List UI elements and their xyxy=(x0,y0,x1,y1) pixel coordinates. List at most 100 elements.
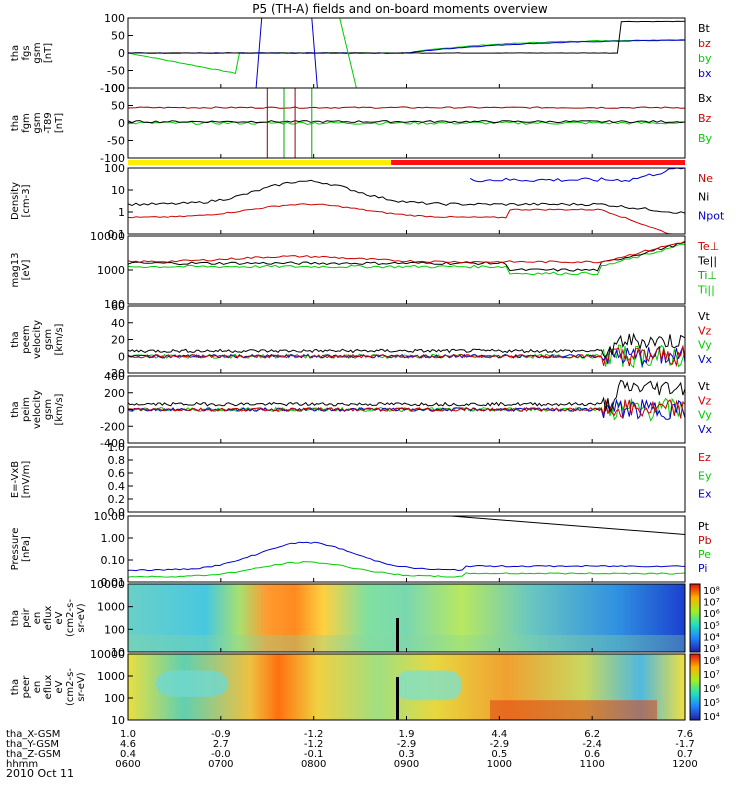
orbit-value: -0.0 xyxy=(211,749,231,760)
legend-ti-label: Ti⊥ xyxy=(697,269,717,282)
y-axis-label: gsm xyxy=(32,42,43,63)
legend-vy-label: Vy xyxy=(698,339,712,352)
orbit-value: 6.2 xyxy=(584,729,600,740)
y-tick-label: 10 xyxy=(111,714,125,727)
colorbar-label: 10³ xyxy=(703,644,720,655)
y-tick-label: 10000 xyxy=(90,230,125,243)
date-label: 2010 Oct 11 xyxy=(6,767,74,780)
orbit-value: 0.4 xyxy=(120,749,136,760)
y-axis-label: gsm xyxy=(43,329,54,350)
legend-bt-label: Bt xyxy=(698,22,711,35)
panel-fgm: 100 50 0 -50 -100 tha fgm gsm -T89 [nT] Bx Bz By xyxy=(10,82,713,165)
y-tick-label: 100 xyxy=(104,692,125,705)
orbit-value: -0.1 xyxy=(304,749,324,760)
y-axis-label: [km/s] xyxy=(54,393,65,425)
y-tick-label: 60 xyxy=(111,300,125,313)
figure-title: P5 (TH-A) fields and on-board moments ov… xyxy=(252,2,548,16)
legend-te-label: Te|| xyxy=(697,255,717,268)
y-tick-label: -100 xyxy=(100,82,125,95)
y-tick-label: 0.01 xyxy=(101,576,126,589)
y-tick-label: 20 xyxy=(111,334,125,347)
y-tick-label: -20 xyxy=(107,367,125,380)
orbit-row-label: tha_Z-GSM xyxy=(6,749,61,760)
y-tick-label: 10 xyxy=(111,646,125,659)
panel-peim: 400 200 0 -200 -400 tha peim velocity gsm [km/s] V… xyxy=(10,370,713,450)
panel-peir: 10000 1000 100 10 tha peir en eflux eV (cm2-s-sr-… xyxy=(10,578,720,659)
by-trace xyxy=(128,38,685,75)
state-bar-yellow xyxy=(128,160,391,165)
orbit-value: 0800 xyxy=(301,759,326,770)
orbit-value: -0.9 xyxy=(211,729,231,740)
orbit-value: -2.4 xyxy=(582,739,602,750)
panel-peer-plot xyxy=(128,654,685,720)
orbit-value: 2.7 xyxy=(213,739,229,750)
orbit-value: -1.7 xyxy=(675,739,695,750)
y-axis-label: fgs xyxy=(21,45,32,60)
colorbar xyxy=(689,583,701,653)
y-axis-label: gsm xyxy=(32,112,43,133)
orbit-row-label: tha_Y-GSM xyxy=(6,739,59,750)
y-axis-label: eflux xyxy=(43,675,54,700)
y-tick-label: 100 xyxy=(104,82,125,95)
bx-spike xyxy=(255,18,318,88)
y-tick-label: 0.0 xyxy=(108,506,126,519)
legend-npot-label: Npot xyxy=(698,209,725,222)
orbit-value: 4.4 xyxy=(491,729,507,740)
y-tick-label: 40 xyxy=(111,317,125,330)
y-axis-label: tha xyxy=(10,115,21,131)
y-axis-label: [nT] xyxy=(43,43,54,63)
legend-ez-label: Ez xyxy=(698,451,711,464)
orbit-value: 0600 xyxy=(115,759,140,770)
legend-bz-label: Bz xyxy=(698,112,712,125)
panel-peim-plot xyxy=(128,379,685,422)
y-axis-label: velocity xyxy=(32,390,43,429)
y-axis-label: mag13 xyxy=(10,253,21,288)
legend-by-label: By xyxy=(698,132,713,145)
ne-trace xyxy=(128,203,685,234)
te-par-trace xyxy=(128,241,685,272)
ion-spectrogram xyxy=(128,584,685,652)
y-axis-label: eflux xyxy=(43,606,54,631)
y-axis-label: [eV] xyxy=(21,260,32,281)
panel-density: 100 10 1 0.1 Density [cm-3] Ne Ni Npot xyxy=(10,162,725,241)
bz-trace xyxy=(128,106,685,109)
y-tick-label: 1 xyxy=(118,206,125,219)
panel-fgs: 100 50 0 -50 -100 tha fgs gsm [nT] Bt bz by bx xyxy=(10,12,712,95)
y-axis-label: peem xyxy=(21,325,32,353)
colorbar-label: 10⁵ xyxy=(703,621,720,632)
y-tick-label: 0.2 xyxy=(108,493,126,506)
y-axis-label: peir xyxy=(21,607,32,627)
colorbar-label: 10⁷ xyxy=(703,598,720,609)
y-tick-label: 10000 xyxy=(90,578,125,591)
y-axis-label: eV xyxy=(54,680,65,693)
orbit-value: 1000 xyxy=(487,759,512,770)
pi-trace xyxy=(128,541,685,572)
colorbar-label: 10⁶ xyxy=(703,609,720,620)
electron-low-flux-region-1 xyxy=(155,670,229,697)
panel-peer: 10000 1000 100 10 tha peer en eflux eV (cm2-s-sr-… xyxy=(10,648,720,727)
y-tick-label: 100 xyxy=(104,623,125,636)
orbit-table: tha_X-GSM 1.0 -0.9 -1.2 1.9 4.4 6.2 7.6 tha_Y-GS… xyxy=(6,729,698,770)
ion-low-energy-band xyxy=(128,635,685,652)
pe-trace xyxy=(128,561,685,578)
y-tick-label: -50 xyxy=(107,65,125,78)
orbit-value: 1200 xyxy=(672,759,697,770)
y-tick-label: 0 xyxy=(118,404,125,417)
orbit-value: -2.9 xyxy=(490,739,510,750)
colorbar xyxy=(689,653,701,721)
y-tick-label: 0 xyxy=(118,47,125,60)
y-axis-label: [cm-3] xyxy=(21,184,32,217)
npot-trace xyxy=(469,168,685,183)
y-tick-label: 0 xyxy=(118,117,125,130)
legend-pb-label: Pb xyxy=(698,534,712,547)
y-axis-label: en xyxy=(32,681,43,694)
y-axis-label: Pressure xyxy=(10,528,21,571)
bt-trace xyxy=(128,20,685,54)
y-tick-label: -400 xyxy=(100,437,125,450)
y-tick-label: 100 xyxy=(104,298,125,311)
y-axis-label: E=-VxB xyxy=(10,461,21,498)
orbit-value: 1.0 xyxy=(120,729,136,740)
y-tick-label: 0.1 xyxy=(108,228,126,241)
